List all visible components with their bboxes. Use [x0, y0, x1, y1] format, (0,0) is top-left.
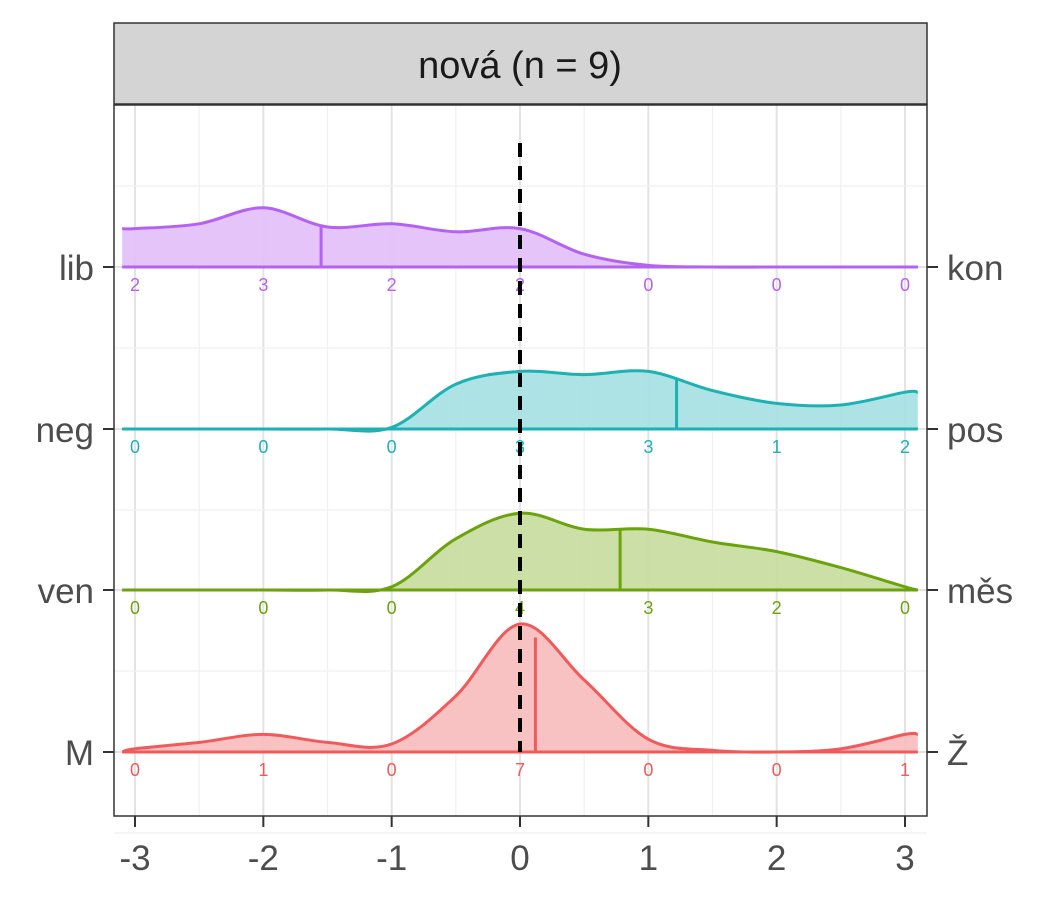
count-label: 0: [387, 598, 397, 618]
ridge-fill: [122, 623, 918, 753]
count-label: 1: [900, 760, 910, 780]
count-label: 0: [387, 760, 397, 780]
count-label: 0: [130, 437, 140, 457]
count-label: 3: [643, 598, 653, 618]
count-label: 2: [130, 275, 140, 295]
count-label: 2: [387, 275, 397, 295]
y-label-left: lib: [59, 249, 94, 288]
count-label: 1: [258, 760, 268, 780]
x-tick-label: 0: [510, 839, 529, 878]
count-label: 0: [130, 598, 140, 618]
x-tick-label: -3: [119, 839, 150, 878]
count-label: 0: [900, 598, 910, 618]
y-label-left: ven: [38, 572, 94, 611]
count-labels: 0107001000432000033122322000: [130, 275, 910, 780]
ridge-fill: [122, 513, 918, 592]
facet-title: nová (n = 9): [418, 45, 622, 87]
y-label-right: Ž: [947, 734, 968, 773]
count-label: 0: [900, 275, 910, 295]
count-label: 0: [387, 437, 397, 457]
x-tick-label: 1: [639, 839, 658, 878]
y-label-left: M: [65, 734, 94, 773]
count-label: 0: [772, 275, 782, 295]
count-label: 0: [772, 760, 782, 780]
count-label: 0: [258, 437, 268, 457]
x-tick-label: 2: [767, 839, 786, 878]
count-label: 0: [643, 275, 653, 295]
x-tick-label: 3: [895, 839, 914, 878]
count-label: 3: [643, 437, 653, 457]
count-label: 2: [900, 437, 910, 457]
y-label-left: neg: [36, 411, 94, 450]
count-label: 0: [130, 760, 140, 780]
y-label-right: pos: [947, 411, 1003, 450]
count-label: 7: [515, 760, 525, 780]
count-label: 1: [772, 437, 782, 457]
facet-strip: [113, 22, 928, 105]
count-label: 2: [772, 598, 782, 618]
y-label-right: kon: [947, 249, 1003, 288]
x-tick-label: -2: [248, 839, 279, 878]
y-label-right: měs: [947, 572, 1013, 611]
count-label: 3: [258, 275, 268, 295]
count-label: 0: [643, 760, 653, 780]
x-tick-label: -1: [376, 839, 407, 878]
count-label: 0: [258, 598, 268, 618]
